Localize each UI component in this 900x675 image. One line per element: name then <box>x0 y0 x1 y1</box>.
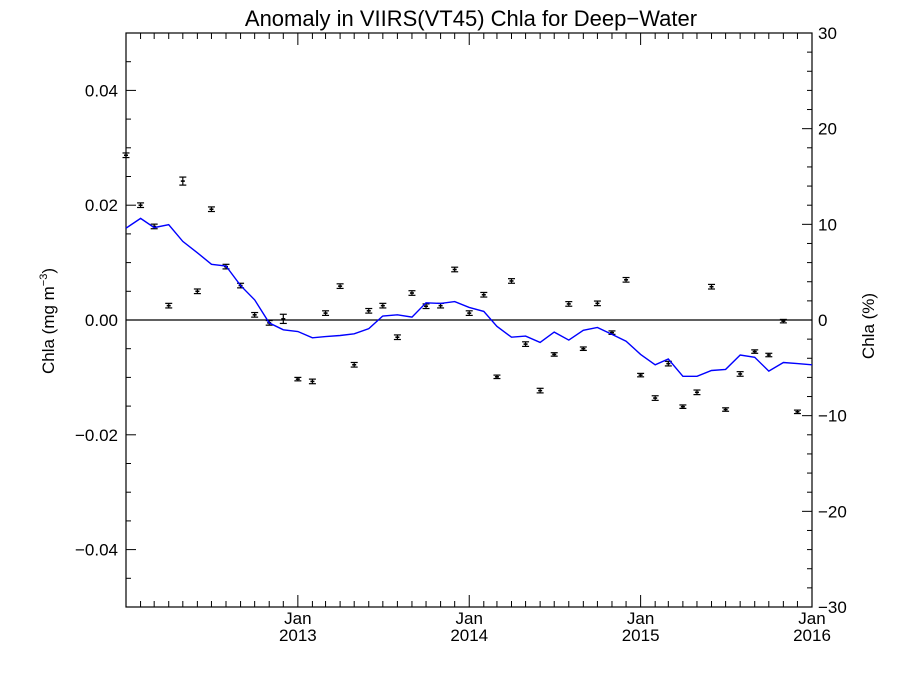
y-axis-left: −0.04 −0.02 0.00 0.02 0.04 <box>75 32 136 608</box>
x-tick-label-month: Jan <box>627 609 654 628</box>
data-point <box>637 372 645 378</box>
data-point <box>179 176 187 186</box>
data-point <box>137 202 145 209</box>
data-point <box>693 389 701 396</box>
data-point <box>522 341 530 348</box>
data-point <box>507 278 515 284</box>
data-point <box>322 310 330 317</box>
data-point <box>193 288 201 295</box>
data-point <box>480 291 488 298</box>
data-point <box>493 374 501 380</box>
x-tick-label-year: 2015 <box>622 626 660 645</box>
data-point <box>722 407 730 412</box>
data-point <box>765 352 773 358</box>
y2-tick-label: 0 <box>818 311 827 330</box>
y-tick-label: 0.00 <box>85 311 118 330</box>
data-point <box>779 318 787 324</box>
series-line <box>125 217 813 377</box>
data-point <box>651 395 659 401</box>
x-tick-label-month: Jan <box>284 609 311 628</box>
x-tick-label-year: 2016 <box>793 626 831 645</box>
x-tick-label-year: 2013 <box>279 626 317 645</box>
data-point <box>793 409 801 415</box>
y2-axis-title: Chla (%) <box>859 293 878 359</box>
data-point <box>451 266 459 273</box>
x-tick-label-month: Jan <box>456 609 483 628</box>
data-point <box>536 387 544 394</box>
data-point <box>679 404 687 409</box>
y-axis-right: −30 −20 −10 0 10 20 30 <box>802 24 847 617</box>
y-axis-title: Chla (mg m−3) <box>38 268 58 374</box>
y2-tick-label: −20 <box>818 502 847 521</box>
y-tick-label: 0.04 <box>85 81 118 100</box>
y2-tick-label: 20 <box>818 120 837 139</box>
data-point <box>294 376 302 382</box>
series-points <box>122 152 801 415</box>
y-tick-label: −0.02 <box>75 426 118 445</box>
data-point <box>122 152 130 159</box>
data-point <box>365 307 373 314</box>
data-point <box>465 310 473 317</box>
chart-title: Anomaly in VIIRS(VT45) Chla for Deep−Wat… <box>245 6 697 31</box>
data-point <box>251 311 259 318</box>
data-point <box>565 301 573 307</box>
data-point <box>393 334 401 341</box>
series-line-group <box>125 217 813 377</box>
y2-tick-label: −30 <box>818 598 847 617</box>
data-point <box>751 349 759 354</box>
data-point <box>165 302 173 309</box>
data-point <box>379 302 387 309</box>
data-point <box>408 290 416 296</box>
y2-tick-label: 30 <box>818 24 837 43</box>
x-tick-label-month: Jan <box>798 609 825 628</box>
data-point <box>708 283 716 290</box>
data-point <box>422 303 430 310</box>
x-tick-label-year: 2014 <box>450 626 488 645</box>
y-tick-label: −0.04 <box>75 541 118 560</box>
data-point <box>593 300 601 307</box>
y-axis-title-main: Chla (mg m <box>39 286 58 374</box>
data-point <box>579 346 587 352</box>
data-point <box>622 276 630 283</box>
data-point <box>736 371 744 377</box>
data-point <box>550 352 558 357</box>
y-tick-label: 0.02 <box>85 196 118 215</box>
data-point <box>308 378 316 385</box>
y-axis-title-close: ) <box>39 268 58 274</box>
data-point <box>336 283 344 290</box>
data-point <box>279 313 287 325</box>
data-point <box>207 206 215 213</box>
y2-tick-label: 10 <box>818 215 837 234</box>
data-point <box>350 361 358 368</box>
y-axis-title-superscript: −3 <box>38 274 50 287</box>
y2-tick-label: −10 <box>818 407 847 426</box>
